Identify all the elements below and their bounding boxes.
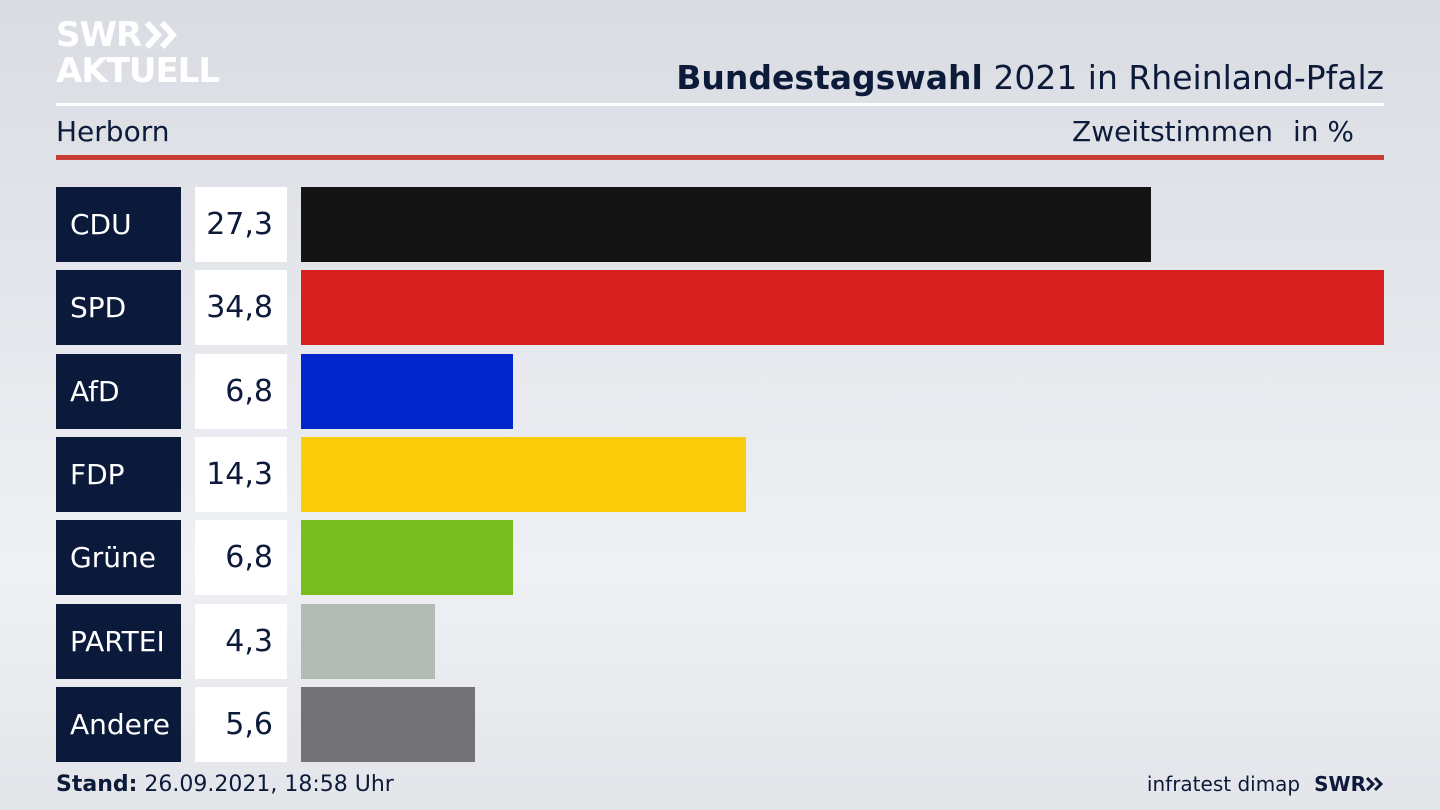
region-name: Herborn xyxy=(56,115,170,148)
party-label: AfD xyxy=(56,354,181,429)
subheader-divider xyxy=(56,155,1384,160)
chart-row: Grüne 6,8 xyxy=(56,520,1384,595)
chart-subtitle: Zweitstimmen in % xyxy=(1072,115,1354,148)
chart-title: Bundestagswahl 2021 in Rheinland-Pfalz xyxy=(676,58,1384,97)
party-label: Andere xyxy=(56,687,181,762)
value-label: 27,3 xyxy=(195,187,287,262)
chart-row: FDP 14,3 xyxy=(56,437,1384,512)
chart-row: CDU 27,3 xyxy=(56,187,1384,262)
vote-type-label: Zweitstimmen xyxy=(1072,115,1273,148)
party-label: PARTEI xyxy=(56,604,181,679)
chart-row: SPD 34,8 xyxy=(56,270,1384,345)
small-double-chevron-icon xyxy=(1366,776,1384,792)
bar xyxy=(301,187,1151,262)
value-label: 14,3 xyxy=(195,437,287,512)
source-label: infratest dimap xyxy=(1146,772,1301,796)
unit-label: in % xyxy=(1292,115,1354,148)
bar xyxy=(301,604,435,679)
swr-aktuell-logo: SWR AKTUELL xyxy=(56,15,220,91)
bar xyxy=(301,270,1384,345)
logo-aktuell-text: AKTUELL xyxy=(56,51,220,91)
bar xyxy=(301,354,513,429)
party-label: FDP xyxy=(56,437,181,512)
value-label: 6,8 xyxy=(195,520,287,595)
double-chevron-icon xyxy=(144,20,178,50)
title-bold: Bundestagswahl xyxy=(676,58,983,97)
title-rest: 2021 in Rheinland-Pfalz xyxy=(982,58,1384,97)
timestamp: Stand: 26.09.2021, 18:58 Uhr xyxy=(56,772,394,797)
value-label: 34,8 xyxy=(195,270,287,345)
stand-value: 26.09.2021, 18:58 Uhr xyxy=(137,772,394,797)
value-label: 4,3 xyxy=(195,604,287,679)
swr-small-logo: SWR xyxy=(1314,772,1384,796)
bar xyxy=(301,437,746,512)
chart-row: Andere 5,6 xyxy=(56,687,1384,762)
stand-label: Stand: xyxy=(56,772,138,797)
value-label: 5,6 xyxy=(195,687,287,762)
bar xyxy=(301,687,475,762)
logo-swr-text: SWR xyxy=(56,15,142,55)
chart-row: AfD 6,8 xyxy=(56,354,1384,429)
party-label: Grüne xyxy=(56,520,181,595)
party-label: CDU xyxy=(56,187,181,262)
chart-row: PARTEI 4,3 xyxy=(56,604,1384,679)
bar xyxy=(301,520,513,595)
value-label: 6,8 xyxy=(195,354,287,429)
footer-credits: infratest dimap SWR xyxy=(1147,772,1384,796)
header-divider xyxy=(56,103,1384,106)
swr-small-text: SWR xyxy=(1314,772,1366,796)
party-label: SPD xyxy=(56,270,181,345)
